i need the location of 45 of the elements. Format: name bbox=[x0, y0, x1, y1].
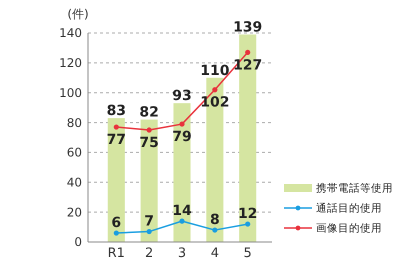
y-axis-title: (件) bbox=[67, 7, 89, 21]
data-label: 83 bbox=[106, 103, 126, 120]
y-tick-label: 140 bbox=[59, 26, 82, 40]
x-tick-label: 4 bbox=[210, 246, 219, 261]
data-label: 8 bbox=[210, 212, 220, 228]
data-label: 82 bbox=[139, 104, 159, 121]
point bbox=[245, 50, 250, 56]
point bbox=[245, 221, 250, 227]
data-label: 102 bbox=[200, 94, 230, 111]
data-label: 14 bbox=[172, 203, 192, 220]
y-tick-label: 60 bbox=[66, 146, 82, 160]
point bbox=[146, 228, 152, 234]
data-label: 77 bbox=[106, 132, 126, 148]
bar bbox=[108, 118, 125, 242]
data-label: 6 bbox=[111, 215, 122, 232]
data-label: 12 bbox=[238, 206, 258, 222]
point bbox=[146, 127, 152, 133]
x-tick-label: 3 bbox=[178, 246, 186, 261]
data-label: 79 bbox=[172, 129, 192, 146]
y-tick-label: 80 bbox=[66, 116, 82, 130]
y-tick-label: 40 bbox=[66, 175, 82, 190]
point bbox=[114, 124, 119, 130]
data-label: 93 bbox=[172, 88, 192, 104]
data-label: 75 bbox=[139, 135, 159, 152]
point bbox=[179, 121, 185, 127]
data-label: 127 bbox=[233, 57, 262, 74]
point bbox=[114, 230, 119, 236]
data-label: 139 bbox=[233, 19, 262, 36]
x-tick-label: R1 bbox=[108, 246, 125, 261]
legend-label: 画像目的使用 bbox=[316, 222, 382, 235]
point bbox=[179, 218, 185, 224]
y-tick-label: 120 bbox=[59, 56, 82, 70]
legend-label: 携帯電話等使用 bbox=[316, 182, 393, 195]
y-tick-label: 100 bbox=[59, 86, 82, 100]
point bbox=[212, 87, 218, 92]
y-tick-label: 0 bbox=[74, 235, 82, 250]
bar bbox=[173, 103, 191, 242]
y-tick-label: 20 bbox=[66, 205, 82, 220]
x-tick-label: 2 bbox=[145, 246, 154, 261]
point bbox=[212, 227, 218, 233]
data-label: 7 bbox=[144, 214, 154, 230]
bar bbox=[140, 120, 158, 242]
x-tick-label: 5 bbox=[244, 246, 252, 261]
legend-label: 通話目的使用 bbox=[316, 202, 382, 215]
data-label: 110 bbox=[200, 62, 230, 79]
